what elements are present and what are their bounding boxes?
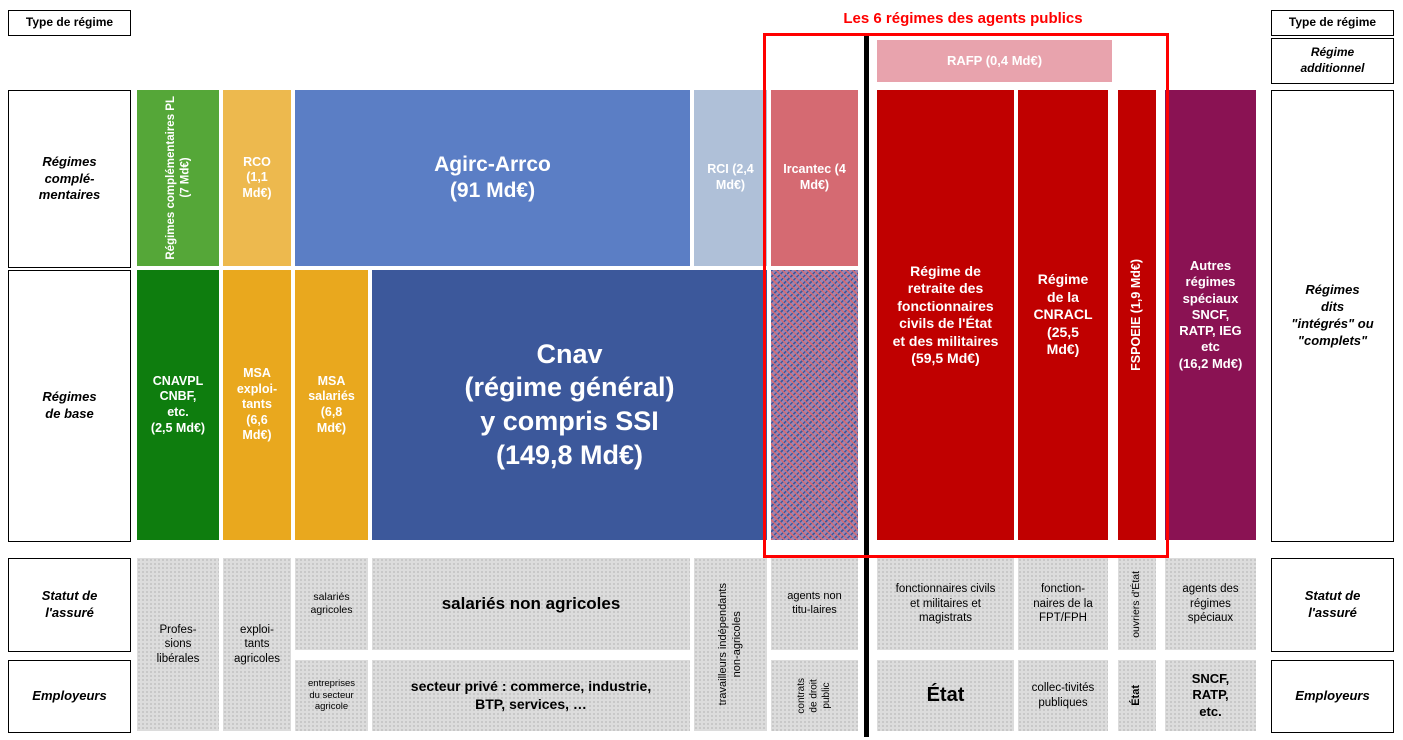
statut-ouvriers-etat-label: ouvriers d'État <box>1130 570 1143 638</box>
block-autres-regimes-speciaux: Autres régimes spéciaux SNCF, RATP, IEG … <box>1165 90 1256 540</box>
regimes-integres-label: Régimes dits "intégrés" ou "complets" <box>1271 90 1394 542</box>
block-fonctionnaires-etat: Régime de retraite des fonctionnaires ci… <box>877 90 1014 540</box>
statut-agents-regimes-speciaux: agents des régimes spéciaux <box>1165 558 1256 650</box>
statut-ouvriers-etat: ouvriers d'État <box>1118 558 1156 650</box>
block-rci: RCI (2,4 Md€) <box>694 90 767 266</box>
employeurs-label-left: Employeurs <box>8 660 131 733</box>
employeur-entreprises-agricoles: entreprises du secteur agricole <box>295 660 368 731</box>
employeur-contrats-droit-public-label: contrats de droit public <box>795 677 832 714</box>
employeur-etat: État <box>877 660 1014 731</box>
employeur-collectivites-publiques: collec-tivités publiques <box>1018 660 1108 731</box>
regimes-complementaires-label: Régimes complé- mentaires <box>8 90 131 268</box>
employeur-secteur-prive: secteur privé : commerce, industrie, BTP… <box>372 660 690 731</box>
statut-assure-label-left: Statut de l'assuré <box>8 558 131 652</box>
type-regime-label-right: Type de régime <box>1271 10 1394 36</box>
block-cnavpl: CNAVPL CNBF, etc. (2,5 Md€) <box>137 270 219 540</box>
employeur-sncf-ratp: SNCF, RATP, etc. <box>1165 660 1256 731</box>
block-regimes-complementaires-pl-label: Régimes complémentaires PL (7 Md€) <box>164 96 191 260</box>
block-ircantec: Ircantec (4 Md€) <box>771 90 858 266</box>
employeur-contrats-droit-public: contrats de droit public <box>771 660 858 731</box>
statut-exploitants-agricoles: exploi- tants agricoles <box>223 558 291 731</box>
statut-travailleurs-independants: travailleurs indépendants non-agricoles <box>694 558 767 731</box>
statut-fonctionnaires-civils: fonctionnaires civils et militaires et m… <box>877 558 1014 650</box>
block-msa-salaries: MSA salariés (6,8 Md€) <box>295 270 368 540</box>
block-msa-exploitants: MSA exploi- tants (6,6 Md€) <box>223 270 291 540</box>
block-cnav: Cnav (régime général) y compris SSI (149… <box>372 270 767 540</box>
employeur-etat-ouvriers-label: État <box>1130 685 1143 706</box>
employeurs-label-right: Employeurs <box>1271 660 1394 733</box>
block-regimes-complementaires-pl: Régimes complémentaires PL (7 Md€) <box>137 90 219 266</box>
statut-assure-label-right: Statut de l'assuré <box>1271 558 1394 652</box>
diagram-title: Les 6 régimes des agents publics <box>843 10 1083 27</box>
statut-salaries-non-agricoles: salariés non agricoles <box>372 558 690 650</box>
agents-publics-frame <box>763 33 1169 558</box>
statut-fonctionnaires-fpt-fph: fonction- naires de la FPT/FPH <box>1018 558 1108 650</box>
block-rafp: RAFP (0,4 Md€) <box>877 40 1112 82</box>
statut-travailleurs-independants-label: travailleurs indépendants non-agricoles <box>716 583 743 706</box>
block-agirc-arrco: Agirc-Arrco (91 Md€) <box>295 90 690 266</box>
statut-salaries-agricoles: salariés agricoles <box>295 558 368 650</box>
regimes-de-base-label: Régimes de base <box>8 270 131 542</box>
block-rco: RCO (1,1 Md€) <box>223 90 291 266</box>
public-private-divider <box>864 33 869 737</box>
block-cnracl: Régime de la CNRACL (25,5 Md€) <box>1018 90 1108 540</box>
type-regime-label-left: Type de régime <box>8 10 131 36</box>
statut-agents-non-titulaires: agents non titu-laires <box>771 558 858 650</box>
regime-additionnel-label: Régime additionnel <box>1271 38 1394 84</box>
block-ircantec-base-hatch <box>771 270 858 540</box>
block-fspoeie: FSPOEIE (1,9 Md€) <box>1118 90 1156 540</box>
statut-professions-liberales: Profes- sions libérales <box>137 558 219 731</box>
employeur-etat-ouvriers: État <box>1118 660 1156 731</box>
